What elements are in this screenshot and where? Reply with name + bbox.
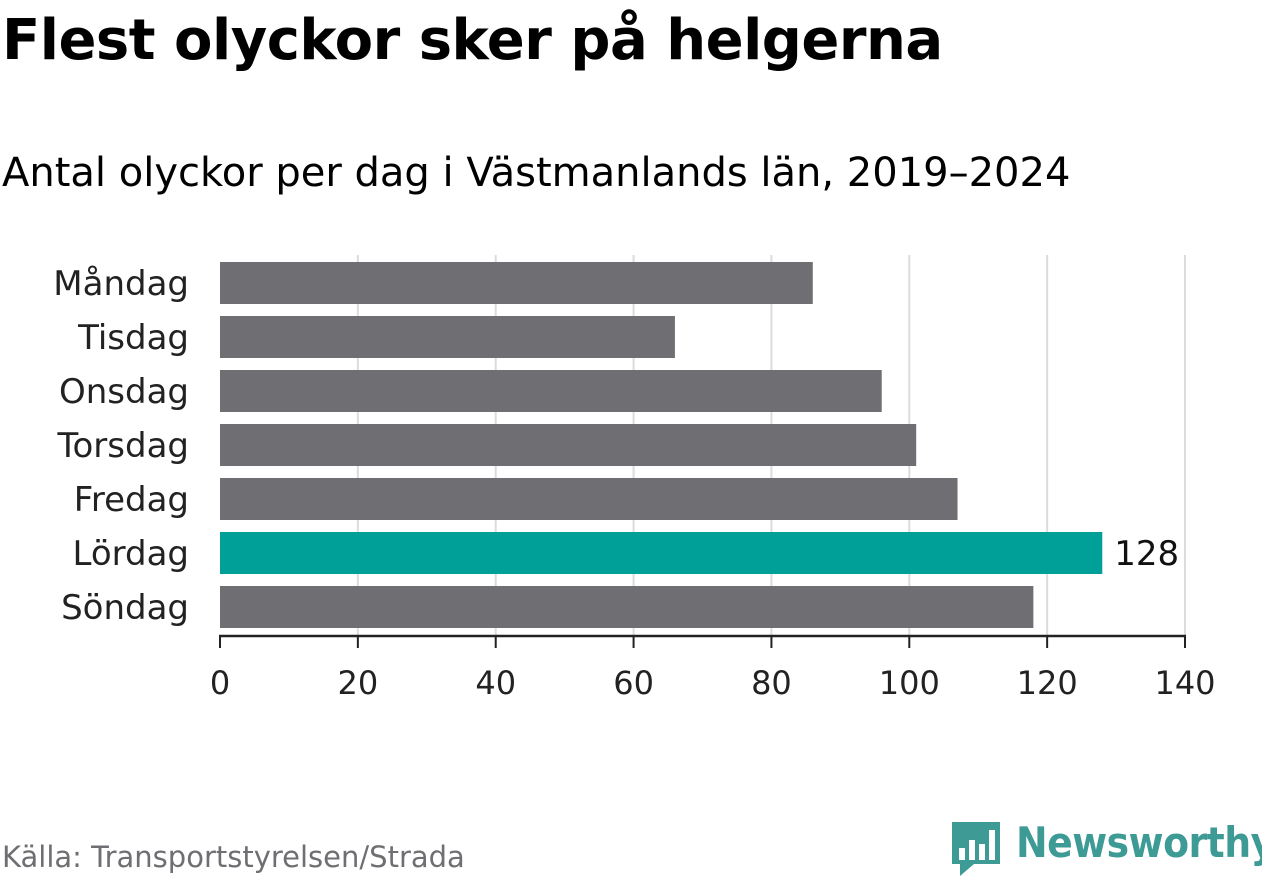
x-tick-label: 80 [751,664,792,702]
category-label: Torsdag [57,426,189,466]
x-tick-label: 40 [475,664,516,702]
x-axis: 0 20 40 60 80 100 120 140 [210,634,1216,702]
x-tick-label: 20 [337,664,378,702]
category-label: Lördag [72,534,189,574]
bar [220,370,882,412]
bar [220,424,917,466]
bars [220,262,1103,628]
brand-logo: Newsworthy [950,818,1262,878]
source-note: Källa: Transportstyrelsen/Strada [2,840,465,874]
category-label: Måndag [53,264,189,304]
category-label: Söndag [61,588,189,628]
category-label: Fredag [74,480,189,520]
bar [220,262,813,304]
bar [220,316,675,358]
chart-subtitle: Antal olyckor per dag i Västmanlands län… [2,150,1071,196]
chart-title: Flest olyckor sker på helgerna [2,8,943,73]
bar [220,478,958,520]
category-labels: Måndag Tisdag Onsdag Torsdag Fredag Lördag 128… [53,264,1179,628]
data-label: 128 [1114,534,1179,574]
brand-name: Newsworthy [1016,818,1262,867]
x-tick-label: 140 [1154,664,1215,702]
x-tick-label: 120 [1017,664,1078,702]
category-label: Onsdag [59,372,189,412]
bar [220,586,1034,628]
category-label: Tisdag [77,318,189,358]
bar [220,532,1103,574]
x-tick-label: 60 [613,664,654,702]
x-tick-label: 0 [210,664,230,702]
x-tick-label: 100 [879,664,940,702]
bar-chart-bubble-icon [952,822,1000,876]
